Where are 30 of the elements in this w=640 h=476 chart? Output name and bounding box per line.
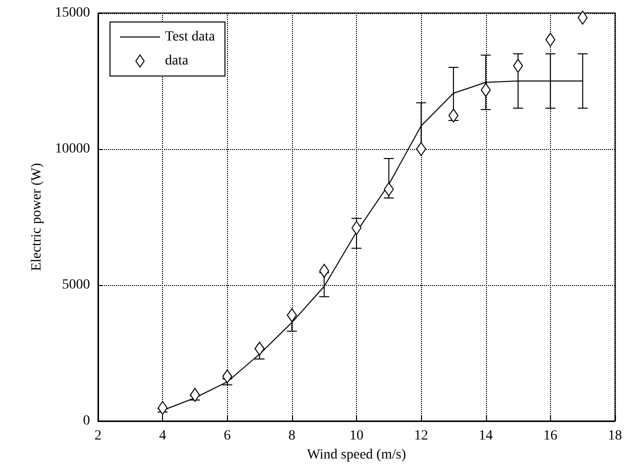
point — [480, 82, 491, 97]
legend-label: data — [165, 54, 190, 68]
x-tick-label: 16 — [543, 428, 558, 444]
y-axis-title: Electric power (W) — [30, 162, 45, 272]
x-tick-label: 14 — [478, 428, 493, 444]
y-tick-label: 5000 — [62, 278, 90, 292]
point — [545, 32, 556, 47]
point — [319, 264, 330, 278]
point — [416, 142, 426, 156]
point — [254, 342, 265, 356]
point — [513, 58, 524, 73]
y-tick-label: 15000 — [55, 6, 90, 20]
x-tick-label: 4 — [159, 428, 166, 444]
x-tick-label: 10 — [350, 428, 364, 444]
point — [578, 10, 588, 25]
point — [286, 308, 297, 322]
x-tick-label: 18 — [608, 428, 622, 444]
point — [448, 108, 458, 123]
x-tick-label: 12 — [414, 428, 428, 444]
point — [190, 388, 200, 402]
y-tick-label: 10000 — [55, 142, 90, 156]
x-tick-label: 2 — [94, 428, 102, 444]
x-tick-label: 8 — [288, 428, 296, 444]
point — [222, 369, 232, 384]
x-axis-title: Wind speed (m/s) — [307, 447, 406, 462]
legend-label: Test data — [165, 30, 216, 44]
point — [384, 182, 394, 196]
x-tick-label: 6 — [224, 428, 231, 444]
y-tick-label: 0 — [83, 414, 90, 428]
point — [158, 400, 168, 415]
